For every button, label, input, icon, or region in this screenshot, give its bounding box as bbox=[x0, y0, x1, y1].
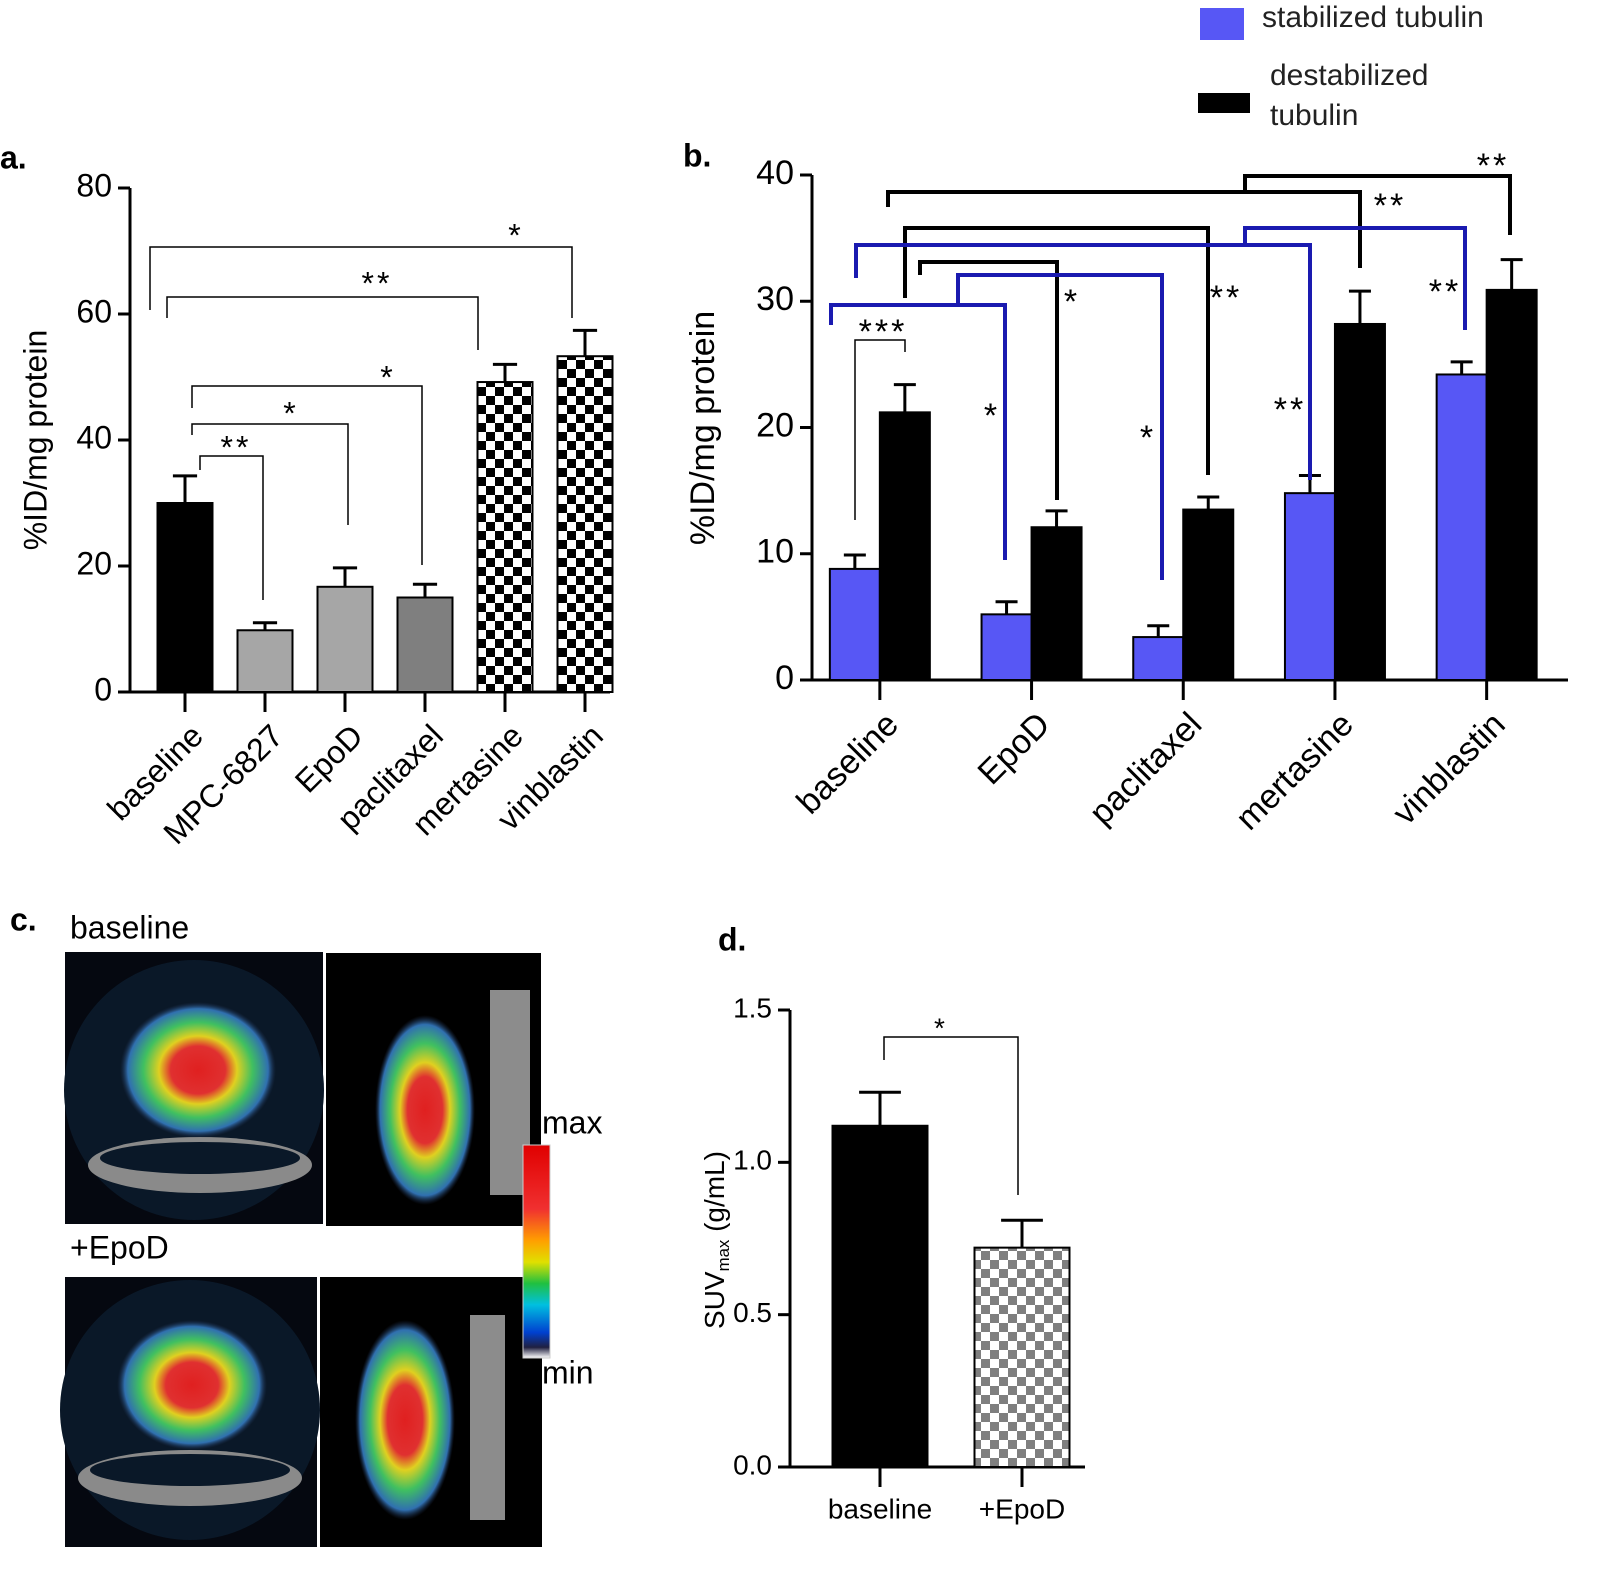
significance-bracket bbox=[829, 303, 1007, 560]
y-axis-label: %ID/mg protein bbox=[684, 311, 722, 545]
bar bbox=[1030, 526, 1083, 681]
x-tick-label: +EpoD bbox=[979, 1493, 1065, 1524]
significance-bracket bbox=[166, 296, 479, 350]
bar bbox=[1333, 322, 1386, 681]
significance-bracket bbox=[903, 226, 1210, 475]
panel-label: d. bbox=[718, 921, 746, 957]
significance-bracket bbox=[1243, 174, 1512, 235]
significance-label: * bbox=[283, 395, 298, 431]
legend-label: destabilized tubulin bbox=[1270, 59, 1429, 132]
pet-images bbox=[60, 952, 551, 1547]
row-label: baseline bbox=[70, 909, 189, 945]
x-tick-label: vinblastin bbox=[1386, 705, 1513, 832]
y-axis-label: %ID/mg protein bbox=[17, 330, 53, 551]
bar bbox=[980, 613, 1033, 681]
significance-label: * bbox=[380, 359, 395, 395]
significance-label: ** bbox=[1477, 147, 1509, 185]
x-tick-label: mertasine bbox=[1229, 705, 1361, 837]
panel-label: b. bbox=[683, 137, 711, 173]
significance-label: * bbox=[934, 1012, 948, 1043]
y-tick-label: 0 bbox=[775, 659, 794, 697]
y-axis-label-part: max bbox=[714, 1239, 733, 1271]
y-axis-label-part: SUV bbox=[699, 1271, 730, 1329]
y-tick-label: 0.0 bbox=[733, 1449, 772, 1480]
y-tick-label: 1.0 bbox=[733, 1145, 772, 1176]
bar bbox=[396, 596, 454, 693]
panel-label: a. bbox=[0, 139, 27, 175]
bar bbox=[1182, 508, 1235, 681]
bar bbox=[831, 1124, 929, 1468]
bar bbox=[156, 502, 214, 693]
bar bbox=[236, 629, 294, 694]
significance-label: ** bbox=[221, 429, 252, 465]
x-tick-label: baseline bbox=[828, 1493, 932, 1524]
y-tick-label: 10 bbox=[756, 533, 794, 571]
y-tick-label: 80 bbox=[76, 167, 112, 203]
significance-label: ** bbox=[1274, 391, 1306, 429]
significance-label: ** bbox=[1210, 279, 1242, 317]
significance-bracket bbox=[956, 273, 1164, 580]
significance-bracket bbox=[854, 339, 906, 520]
x-tick-label: paclitaxel bbox=[1082, 705, 1209, 832]
significance-label: *** bbox=[859, 313, 908, 351]
significance-label: * bbox=[984, 397, 1000, 435]
y-tick-label: 40 bbox=[76, 419, 112, 455]
colorbar-label: min bbox=[542, 1354, 594, 1390]
legend-swatch bbox=[1198, 93, 1250, 113]
colorbar-label: max bbox=[542, 1104, 602, 1140]
bar bbox=[973, 1246, 1071, 1469]
y-tick-label: 30 bbox=[756, 280, 794, 318]
bar bbox=[316, 585, 374, 693]
y-tick-label: 60 bbox=[76, 293, 112, 329]
y-tick-label: 1.5 bbox=[733, 992, 772, 1023]
significance-bracket bbox=[918, 260, 1059, 500]
bar bbox=[1435, 373, 1488, 681]
bar bbox=[1485, 288, 1538, 681]
bar bbox=[828, 567, 881, 682]
y-axis-label: SUVmax (g/mL) bbox=[699, 1151, 733, 1329]
significance-bracket bbox=[883, 1036, 1019, 1195]
significance-label: ** bbox=[362, 265, 393, 301]
bar bbox=[556, 355, 614, 693]
bar bbox=[476, 381, 534, 693]
legend-swatch bbox=[1200, 8, 1244, 40]
significance-label: * bbox=[508, 217, 523, 253]
significance-bracket bbox=[199, 455, 264, 600]
significance-bracket bbox=[191, 423, 349, 525]
y-tick-label: 40 bbox=[756, 154, 794, 192]
x-tick-label: EpoD bbox=[971, 705, 1058, 792]
bar bbox=[1283, 492, 1336, 681]
bar bbox=[878, 411, 931, 681]
y-tick-label: 20 bbox=[76, 545, 112, 581]
legend-label: stabilized tubulin bbox=[1262, 1, 1484, 34]
significance-label: * bbox=[1064, 283, 1080, 321]
significance-bracket bbox=[149, 246, 573, 318]
y-axis-label-part: (g/mL) bbox=[699, 1151, 730, 1240]
significance-label: * bbox=[1140, 419, 1156, 457]
significance-label: ** bbox=[1429, 273, 1461, 311]
panel-label: c. bbox=[10, 901, 37, 937]
significance-bracket bbox=[191, 385, 423, 565]
y-tick-label: 0 bbox=[94, 671, 112, 707]
significance-bracket bbox=[854, 243, 1312, 480]
y-tick-label: 20 bbox=[756, 406, 794, 444]
bar bbox=[1132, 636, 1185, 682]
row-label: +EpoD bbox=[70, 1229, 169, 1265]
y-tick-label: 0.5 bbox=[733, 1297, 772, 1328]
significance-bracket bbox=[1243, 226, 1467, 330]
significance-label: ** bbox=[1374, 187, 1406, 225]
x-tick-label: baseline bbox=[789, 705, 905, 821]
